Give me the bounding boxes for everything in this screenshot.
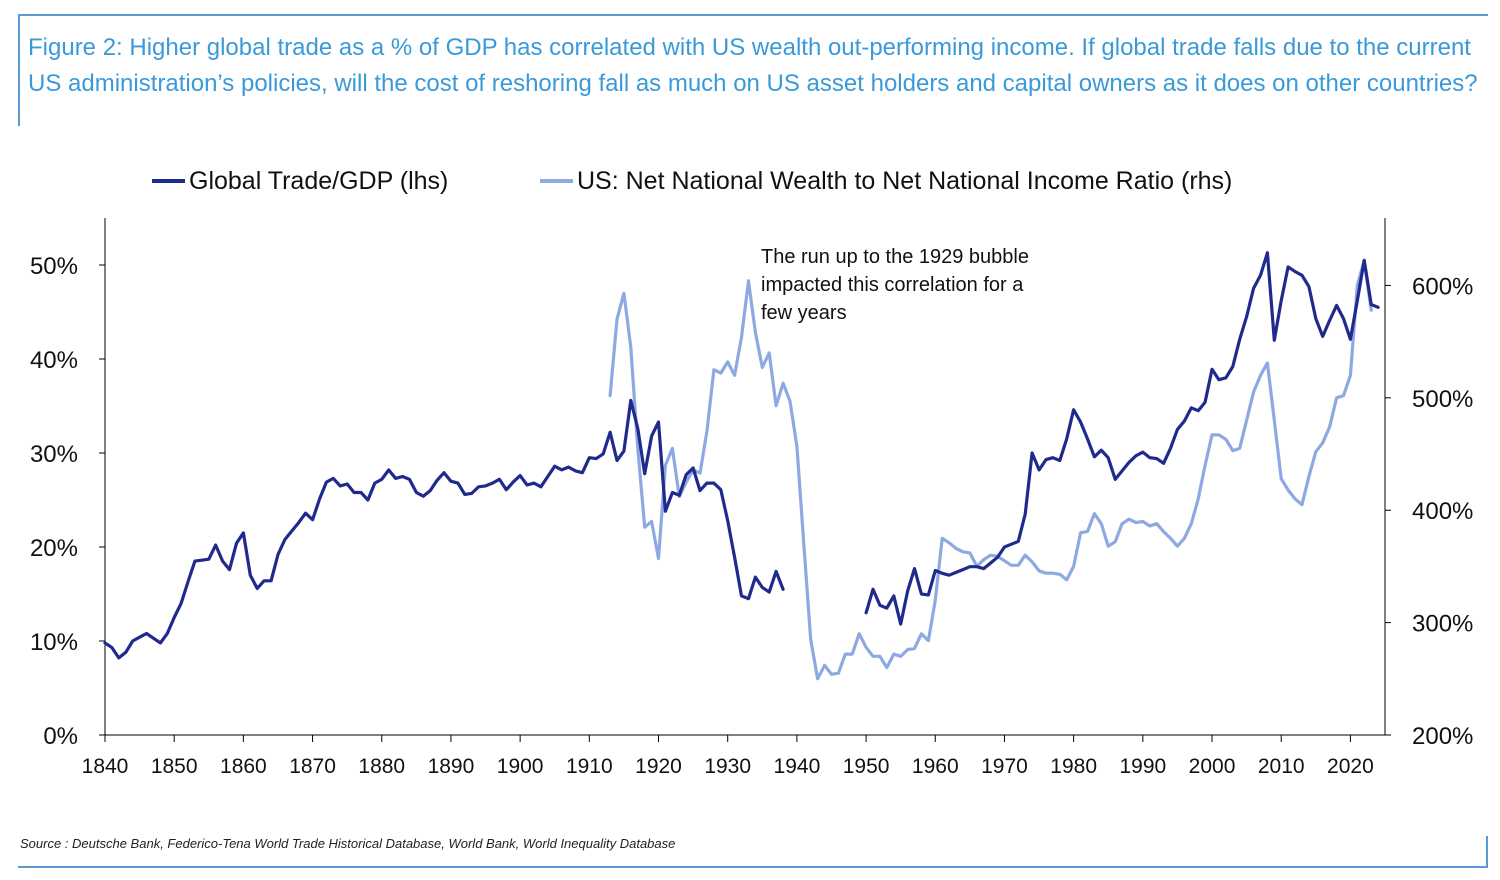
y-left-tick-label: 10%: [30, 629, 78, 656]
trade-gdp-line-segment-2: [864, 251, 1380, 626]
y-right-tick-label: 200%: [1412, 723, 1473, 750]
y-right-tick-label: 300%: [1412, 611, 1473, 638]
trade-gdp-line-segment-1: [103, 398, 785, 660]
x-tick-label: 1950: [843, 755, 890, 778]
x-tick-label: 2010: [1258, 755, 1305, 778]
y-right-tick-label: 400%: [1412, 498, 1473, 525]
axes: 1840 1850 1860 1870 1880 1890 1900 1910 1920 1930…: [30, 218, 1473, 778]
x-tick-label: 1900: [497, 755, 544, 778]
trade-wealth-chart: Global Trade/GDP (lhs) US: Net National …: [30, 167, 1473, 778]
x-tick-label: 1980: [1050, 755, 1097, 778]
x-tick-label: 1840: [82, 755, 129, 778]
x-tick-label: 1920: [635, 755, 682, 778]
x-tick-label: 1970: [981, 755, 1028, 778]
x-tick-label: 1890: [428, 755, 475, 778]
wealth-income-ratio-line-segment-1: [608, 259, 1373, 681]
x-tick-label: 1990: [1119, 755, 1166, 778]
source-note: Source : Deutsche Bank, Federico-Tena Wo…: [20, 836, 676, 851]
x-tick-label: 1880: [358, 755, 405, 778]
legend: Global Trade/GDP (lhs) US: Net National …: [152, 167, 1232, 195]
y-left-tick-label: 50%: [30, 253, 78, 280]
x-tick-label: 1960: [912, 755, 959, 778]
x-tick-label: 2020: [1327, 755, 1374, 778]
x-tick-label: 1940: [774, 755, 821, 778]
frame-left-rule: [18, 14, 20, 126]
annotation-1929: The run up to the 1929 bubble impacted t…: [761, 246, 1029, 324]
x-tick-label: 1860: [220, 755, 267, 778]
y-left-tick-label: 0%: [43, 723, 78, 750]
figure-caption: Figure 2: Higher global trade as a % of …: [28, 34, 1478, 97]
x-tick-label: 1930: [704, 755, 751, 778]
y-right-tick-label: 600%: [1412, 273, 1473, 300]
x-tick-label: 1910: [566, 755, 613, 778]
y-left-tick-label: 40%: [30, 347, 78, 374]
x-tick-label: 2000: [1189, 755, 1236, 778]
y-left-tick-label: 20%: [30, 535, 78, 562]
legend-label-trade: Global Trade/GDP (lhs): [189, 167, 448, 195]
frame-top-rule: [18, 14, 1488, 16]
series-layer: [103, 251, 1380, 681]
annotation-line-2: impacted this correlation for a: [761, 274, 1024, 296]
x-tick-label: 1870: [289, 755, 336, 778]
legend-label-wealth: US: Net National Wealth to Net National …: [577, 167, 1232, 195]
frame-right-rule: [1486, 836, 1488, 868]
y-right-tick-label: 500%: [1412, 386, 1473, 413]
y-left-tick-label: 30%: [30, 441, 78, 468]
annotation-line-1: The run up to the 1929 bubble: [761, 246, 1029, 268]
frame-bottom-rule: [18, 866, 1488, 868]
annotation-line-3: few years: [761, 302, 847, 324]
x-tick-label: 1850: [151, 755, 198, 778]
